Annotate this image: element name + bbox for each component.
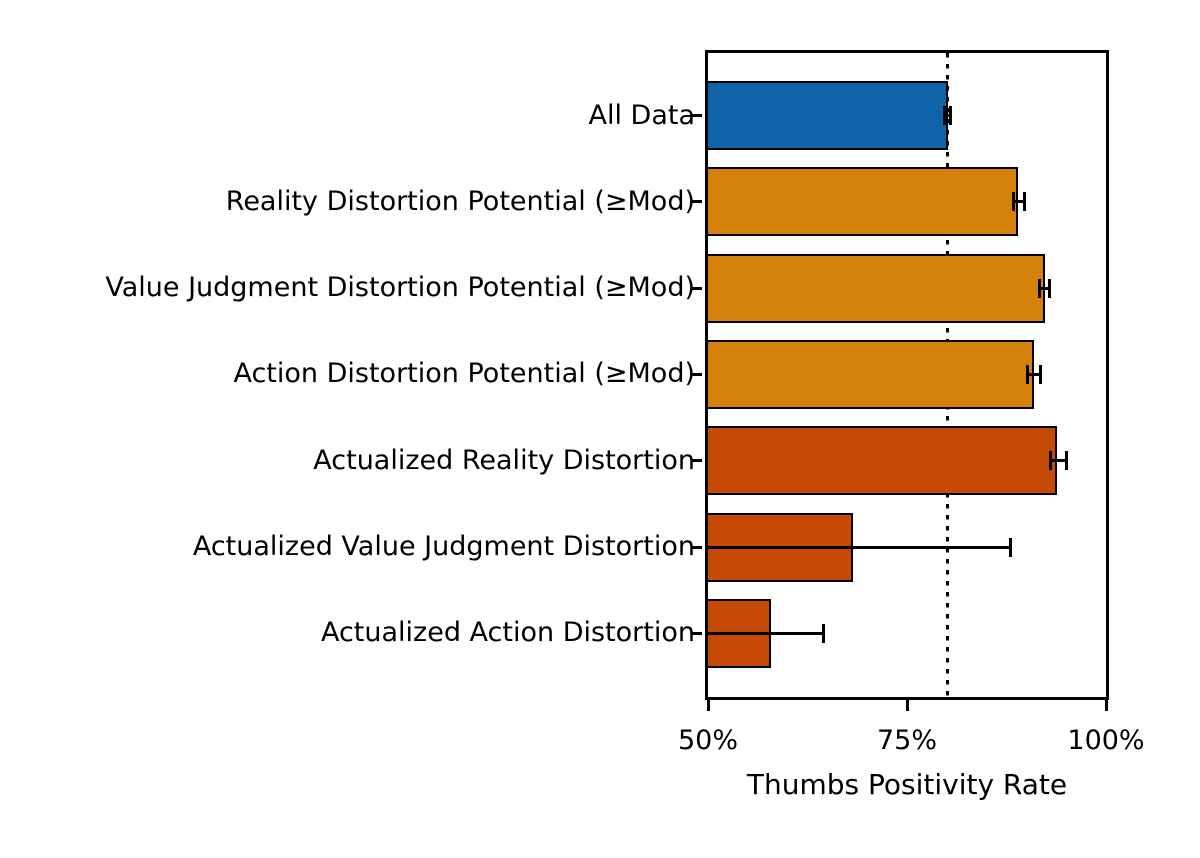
bar-3: [708, 253, 1045, 323]
x-tick-label-50: 50%: [677, 725, 738, 756]
error-bar-cap-high: [1065, 451, 1069, 471]
plot-area: [705, 50, 1109, 700]
bar-2: [708, 167, 1019, 237]
y-tick: [692, 200, 702, 204]
y-tick: [692, 114, 702, 117]
x-tick-50: [706, 700, 710, 711]
error-bar-line: [1027, 372, 1041, 376]
error-bar-cap-low: [1038, 278, 1042, 298]
y-tick: [692, 459, 702, 463]
category-label-1: All Data: [588, 99, 695, 131]
error-bar-cap-high: [1022, 192, 1026, 212]
x-tick-75: [905, 700, 909, 711]
error-bar-cap-high: [1047, 278, 1051, 298]
error-bar-line: [708, 631, 824, 635]
y-tick: [692, 545, 702, 549]
error-bar-cap-low: [1048, 451, 1052, 471]
x-tick-label-100: 100%: [1067, 725, 1145, 756]
error-bar-cap-low: [1012, 192, 1016, 212]
bar-4: [708, 339, 1034, 409]
category-label-4: Action Distortion Potential (≥Mod): [233, 358, 695, 390]
error-bar-line: [1013, 200, 1024, 204]
error-bar-cap-high: [949, 106, 953, 125]
error-bar-cap-high: [821, 623, 825, 643]
x-axis-title: Thumbs Positivity Rate: [746, 768, 1068, 801]
category-label-5: Actualized Reality Distortion: [313, 444, 695, 476]
category-label-7: Actualized Action Distortion: [320, 617, 695, 649]
plot-inner: [708, 53, 1106, 697]
category-label-6: Actualized Value Judgment Distortion: [192, 531, 695, 562]
error-bar-cap-high: [1039, 364, 1043, 384]
error-bar-line: [708, 545, 1011, 549]
category-label-3: Value Judgment Distortion Potential (≥Mo…: [105, 272, 695, 304]
bar-5: [708, 426, 1058, 496]
x-tick-100: [1104, 700, 1108, 711]
y-tick: [692, 372, 702, 376]
error-bar-line: [1050, 459, 1067, 463]
error-bar-cap-low: [942, 106, 946, 125]
error-bar-line: [1039, 286, 1050, 290]
y-tick: [692, 286, 702, 290]
error-bar-line: [944, 114, 951, 117]
x-tick-label-75: 75%: [876, 725, 937, 756]
category-label-2: Reality Distortion Potential (≥Mod): [225, 185, 695, 217]
error-bar-cap-low: [1025, 364, 1029, 384]
error-bar-cap-high: [1008, 537, 1012, 557]
bar-1: [708, 81, 948, 150]
y-tick: [692, 631, 702, 635]
